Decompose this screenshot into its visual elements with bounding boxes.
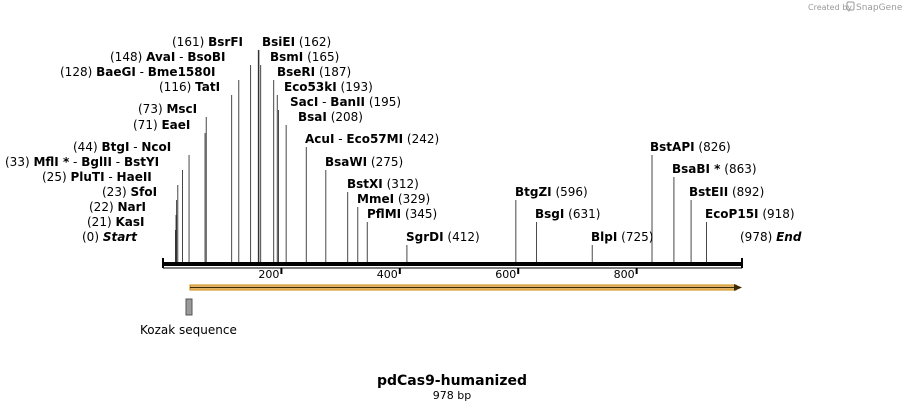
site-label[interactable]: (22) NarI [89, 200, 146, 214]
site-label[interactable]: (71) EaeI [133, 118, 190, 132]
site-label[interactable]: (33) MflI * - BglII - BstYI [5, 155, 159, 169]
site-label[interactable]: Eco53kI (193) [284, 80, 373, 94]
ruler-tick-label: 400 [377, 268, 398, 281]
site-label[interactable]: (148) AvaI - BsoBI [110, 50, 225, 64]
snapgene-logo: SnapGene [846, 1, 903, 13]
site-label[interactable]: (23) SfoI [102, 185, 157, 199]
site-label[interactable]: (44) BtgI - NcoI [73, 140, 171, 154]
site-label[interactable]: BlpI (725) [591, 230, 653, 244]
snapgene-brand: SnapGene [856, 3, 903, 13]
ruler-tick-label: 600 [495, 268, 516, 281]
site-label[interactable]: MmeI (329) [357, 192, 430, 206]
ruler-tick-label: 200 [258, 268, 279, 281]
site-label[interactable]: PflMI (345) [367, 207, 437, 221]
site-label[interactable]: EcoP15I (918) [705, 207, 795, 221]
kozak-sequence-feature[interactable] [185, 298, 193, 316]
site-label[interactable]: BsaI (208) [298, 110, 363, 124]
site-label[interactable]: BsaWI (275) [325, 155, 403, 169]
site-label[interactable]: BsgI (631) [535, 207, 600, 221]
ruler-tick-label: 800 [614, 268, 635, 281]
site-label[interactable]: BstXI (312) [347, 177, 419, 191]
map-length: 978 bp [433, 389, 471, 402]
site-label[interactable]: BsaBI * (863) [672, 162, 757, 176]
site-label[interactable]: (73) MscI [138, 102, 197, 116]
site-label[interactable]: BseRI (187) [277, 65, 351, 79]
site-label[interactable]: (21) KasI [87, 215, 144, 229]
site-label[interactable]: (116) TatI [159, 80, 220, 94]
map-title: pdCas9-humanized [377, 373, 527, 389]
site-label[interactable]: (25) PluTI - HaeII [42, 170, 152, 184]
cds-arrow [189, 284, 742, 291]
site-label[interactable]: (0) Start [82, 230, 138, 244]
site-label[interactable]: SacI - BanII (195) [290, 95, 401, 109]
site-label[interactable]: BstAPI (826) [650, 140, 731, 154]
site-label[interactable]: BsiEI (162) [262, 35, 331, 49]
kozak-sequence-label: Kozak sequence [140, 323, 237, 337]
snapgene-credit: Created by [808, 3, 852, 12]
site-lines [174, 50, 707, 262]
site-labels: (0) Start(21) KasI(22) NarI(23) SfoI(25)… [5, 35, 802, 244]
site-label[interactable]: (978) End [740, 230, 802, 244]
site-label[interactable]: SgrDI (412) [406, 230, 480, 244]
site-label[interactable]: (161) BsrFI [172, 35, 243, 49]
site-label[interactable]: AcuI - Eco57MI (242) [305, 132, 439, 146]
ruler: 200 400 600 800 [258, 268, 638, 281]
site-label[interactable]: BtgZI (596) [515, 185, 588, 199]
site-label[interactable]: (128) BaeGI - Bme1580I [60, 65, 215, 79]
site-label[interactable]: BsmI (165) [270, 50, 339, 64]
site-label[interactable]: BstEII (892) [689, 185, 764, 199]
